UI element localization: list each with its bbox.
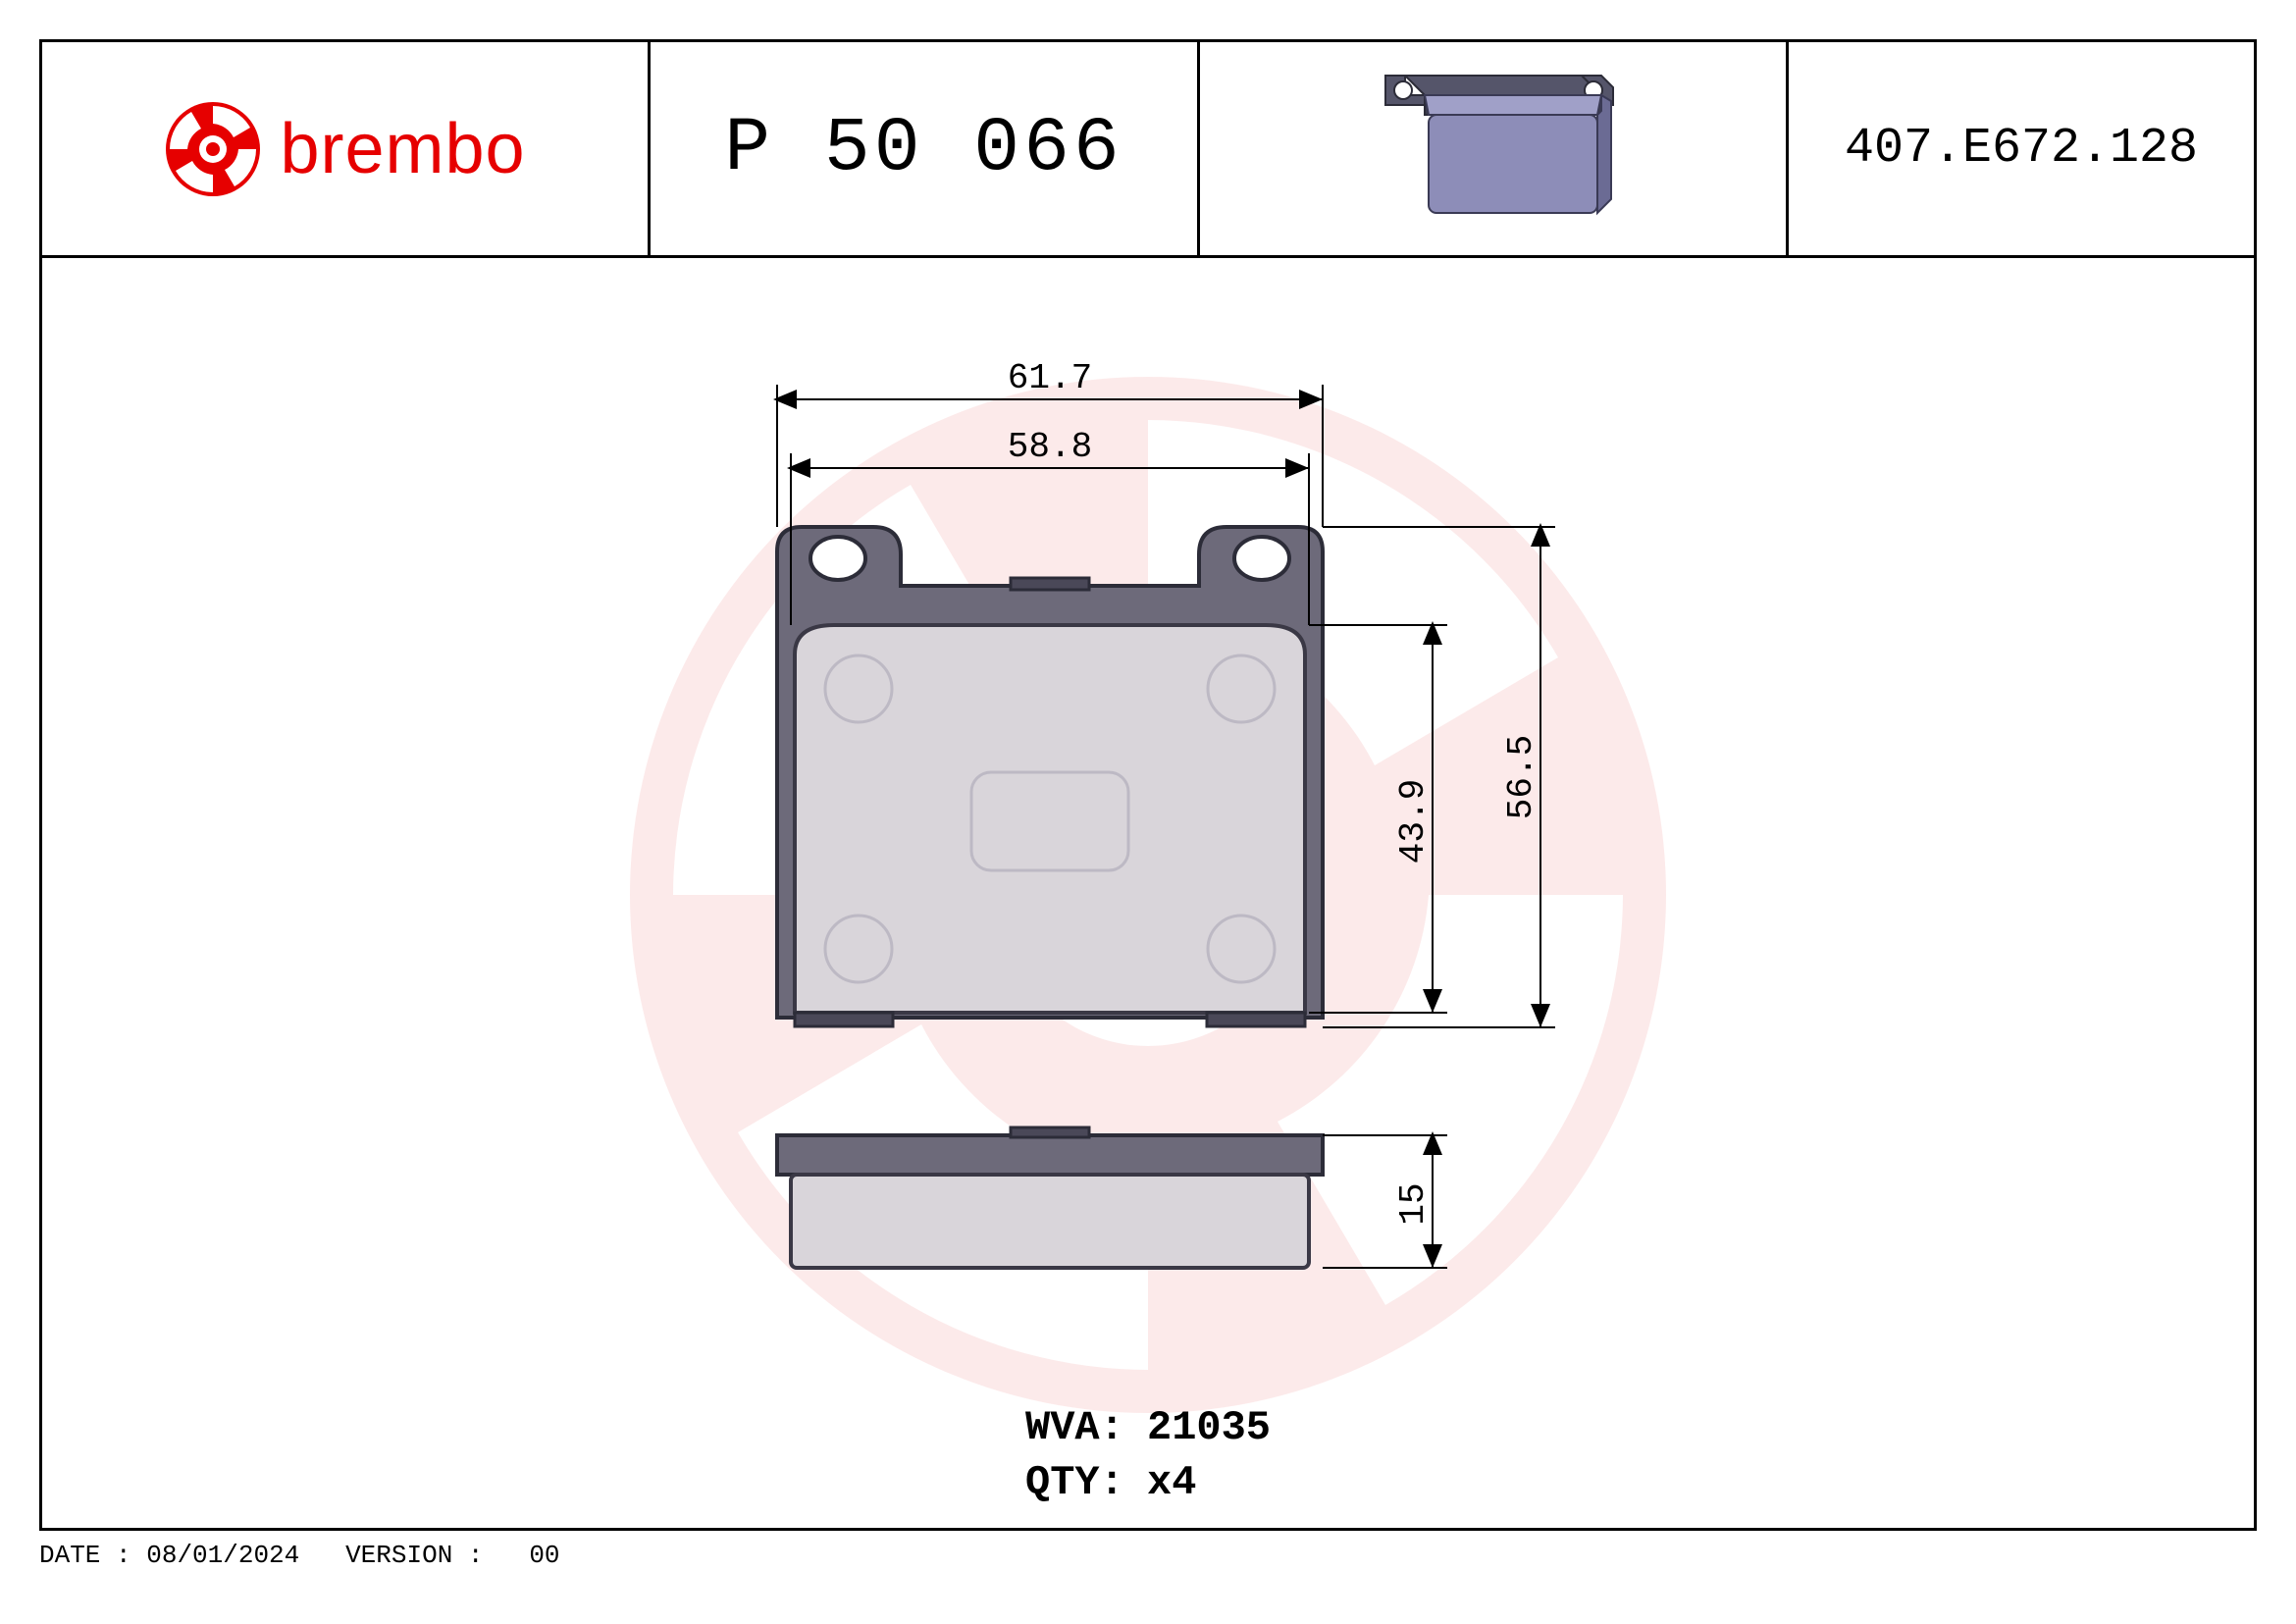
brand: brembo (164, 100, 525, 198)
dim-width-outer: 61.7 (1008, 358, 1092, 398)
wva-value: 21035 (1147, 1400, 1271, 1456)
technical-drawing: 61.7 58.8 56.5 43.9 15 (461, 331, 1835, 1459)
footer-meta: DATE : 08/01/2024 VERSION : 00 (39, 1541, 560, 1570)
pad-render-icon (1356, 56, 1631, 242)
part-number-cell: P 50 066 (651, 42, 1200, 255)
dim-height-outer: 56.5 (1501, 734, 1541, 818)
render-cell (1200, 42, 1789, 255)
drawing-code-cell: 407.E672.128 (1789, 42, 2254, 255)
footer-version-label: VERSION : (345, 1541, 483, 1570)
footer-version: 00 (529, 1541, 559, 1570)
qty-label: QTY: (1025, 1455, 1133, 1511)
part-number: P 50 066 (724, 106, 1122, 192)
drawing-code: 407.E672.128 (1845, 121, 2198, 177)
brand-logo-icon (164, 100, 262, 198)
dim-height-inner: 43.9 (1393, 778, 1434, 863)
brand-name: brembo (280, 109, 525, 189)
top-view (777, 1127, 1323, 1268)
drawing-sheet: brembo P 50 066 (39, 39, 2257, 1531)
footer-date: 08/01/2024 (146, 1541, 299, 1570)
main-area: 61.7 58.8 56.5 43.9 15 WVA: 21035 QTY: x… (42, 258, 2254, 1531)
wva-label: WVA: (1025, 1400, 1133, 1456)
header-row: brembo P 50 066 (42, 42, 2254, 258)
info-block: WVA: 21035 QTY: x4 (1025, 1400, 1271, 1511)
brand-cell: brembo (42, 42, 651, 255)
front-view (777, 527, 1323, 1026)
qty-value: x4 (1147, 1455, 1196, 1511)
dim-thickness: 15 (1393, 1182, 1434, 1225)
footer-date-label: DATE : (39, 1541, 131, 1570)
dim-width-inner: 58.8 (1008, 427, 1092, 467)
